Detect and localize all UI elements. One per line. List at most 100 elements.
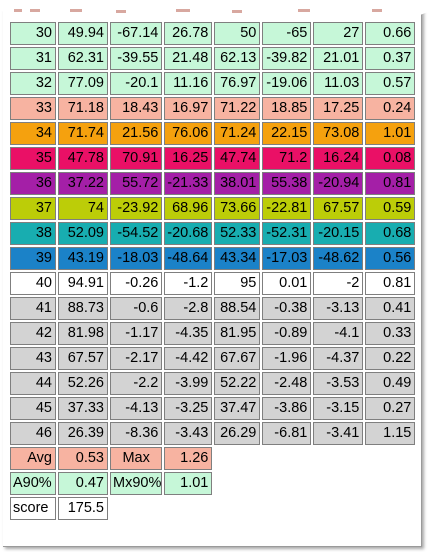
table-row: 41 88.73 -0.6 -2.8 88.54 -0.38 -3.13 0.41 (10, 297, 416, 320)
summary-row-avg-max: Avg 0.53 Max 1.26 (10, 447, 415, 470)
cell-index: 38 (10, 222, 56, 245)
cell-a2: 18.85 (262, 97, 312, 120)
cell-a: -20.1 (110, 72, 163, 95)
cell-l: 62.31 (58, 47, 108, 70)
cell-b2: -3.15 (313, 397, 364, 420)
cell-b: -3.25 (164, 397, 213, 420)
table-row: 40 94.91 -0.26 -1.2 95 0.01 -2 0.81 (10, 272, 416, 295)
cell-a2: 22.15 (262, 122, 312, 145)
cell-index: 43 (10, 347, 56, 370)
cell-l: 77.09 (58, 72, 108, 95)
cell-b2: -3.53 (313, 372, 364, 395)
cell-index: 36 (10, 172, 56, 195)
cell-delta: 0.56 (365, 247, 416, 270)
cell-b: 16.25 (164, 147, 213, 170)
cell-l2: 71.24 (214, 122, 261, 145)
mx90-value: 1.01 (164, 472, 213, 495)
cell-a2: -17.03 (262, 247, 312, 270)
cell-index: 41 (10, 297, 56, 320)
cell-b2: -2 (313, 272, 364, 295)
cell-l: 49.94 (58, 22, 108, 45)
cell-b: 21.48 (164, 47, 213, 70)
cell-l: 71.74 (58, 122, 108, 145)
cell-b: -20.68 (164, 222, 213, 245)
cell-a2: -19.06 (262, 72, 312, 95)
cell-a2: -1.96 (262, 347, 312, 370)
cell-delta: 0.24 (365, 97, 416, 120)
table-row: 43 67.57 -2.17 -4.42 67.67 -1.96 -4.37 0.22 (10, 347, 416, 370)
data-table: 30 49.94 -67.14 26.78 50 -65 27 0.66 31 62.31 -39.… (8, 20, 417, 522)
cell-b: -2.8 (164, 297, 213, 320)
summary-row-score: score 175.5 (10, 497, 415, 520)
cell-b2: 16.24 (313, 147, 364, 170)
cell-l2: 43.34 (214, 247, 261, 270)
cell-index: 46 (10, 422, 56, 445)
cell-l: 52.26 (58, 372, 108, 395)
cell-b2: 73.08 (313, 122, 364, 145)
cell-a2: -3.86 (262, 397, 312, 420)
cell-index: 39 (10, 247, 56, 270)
cell-a2: 0.01 (262, 272, 312, 295)
cell-index: 33 (10, 97, 56, 120)
cell-a: -2.17 (110, 347, 163, 370)
cell-b2: -4.37 (313, 347, 364, 370)
cell-index: 40 (10, 272, 56, 295)
cell-b: 16.97 (164, 97, 213, 120)
cell-b: -48.64 (164, 247, 213, 270)
cell-b2: -20.94 (313, 172, 364, 195)
cell-delta: 0.66 (365, 22, 416, 45)
cell-a2: -2.48 (262, 372, 312, 395)
cell-l2: 67.67 (214, 347, 261, 370)
cell-l: 94.91 (58, 272, 108, 295)
cell-l2: 95 (214, 272, 261, 295)
cell-a2: -65 (262, 22, 312, 45)
cell-a: -67.14 (110, 22, 163, 45)
cell-delta: 0.68 (365, 222, 416, 245)
cell-b2: 17.25 (313, 97, 364, 120)
cell-b: -1.2 (164, 272, 213, 295)
cell-a: -0.26 (110, 272, 163, 295)
cell-b: 11.16 (164, 72, 213, 95)
cell-l2: 76.97 (214, 72, 261, 95)
max-value: 1.26 (164, 447, 213, 470)
max-label: Max (110, 447, 163, 470)
cell-b: -4.35 (164, 322, 213, 345)
cell-l2: 47.74 (214, 147, 261, 170)
cell-l2: 71.22 (214, 97, 261, 120)
cell-l: 47.78 (58, 147, 108, 170)
cell-index: 42 (10, 322, 56, 345)
cell-index: 34 (10, 122, 56, 145)
cell-a2: -6.81 (262, 422, 312, 445)
table-row: 33 71.18 18.43 16.97 71.22 18.85 17.25 0.24 (10, 97, 416, 120)
cell-a: -39.55 (110, 47, 163, 70)
cell-a2: -22.81 (262, 197, 312, 220)
table-row: 31 62.31 -39.55 21.48 62.13 -39.82 21.01 0.37 (10, 47, 416, 70)
table-row: 44 52.26 -2.2 -3.99 52.22 -2.48 -3.53 0.49 (10, 372, 416, 395)
cell-l2: 62.13 (214, 47, 261, 70)
table-row: 32 77.09 -20.1 11.16 76.97 -19.06 11.03 0.57 (10, 72, 416, 95)
cell-a: -23.92 (110, 197, 163, 220)
table-row: 46 26.39 -8.36 -3.43 26.29 -6.81 -3.41 1.15 (10, 422, 416, 445)
cell-b: -4.42 (164, 347, 213, 370)
cell-l2: 73.66 (214, 197, 261, 220)
score-value: 175.5 (58, 497, 108, 520)
cell-l2: 52.33 (214, 222, 261, 245)
cell-b2: 27 (313, 22, 364, 45)
cell-a2: -39.82 (262, 47, 312, 70)
cell-l: 37.22 (58, 172, 108, 195)
cell-l2: 52.22 (214, 372, 261, 395)
cell-index: 44 (10, 372, 56, 395)
cell-a2: 71.2 (262, 147, 312, 170)
cell-l2: 37.47 (214, 397, 261, 420)
cell-l: 37.33 (58, 397, 108, 420)
cell-l2: 81.95 (214, 322, 261, 345)
avg-label: Avg (10, 447, 56, 470)
cell-b2: -4.1 (313, 322, 364, 345)
cell-delta: 0.33 (365, 322, 416, 345)
cell-b: -3.43 (164, 422, 213, 445)
cell-a: -2.2 (110, 372, 163, 395)
cell-delta: 0.49 (365, 372, 416, 395)
a90-label: A90% (10, 472, 56, 495)
cell-delta: 1.01 (365, 122, 416, 145)
cell-l: 88.73 (58, 297, 108, 320)
